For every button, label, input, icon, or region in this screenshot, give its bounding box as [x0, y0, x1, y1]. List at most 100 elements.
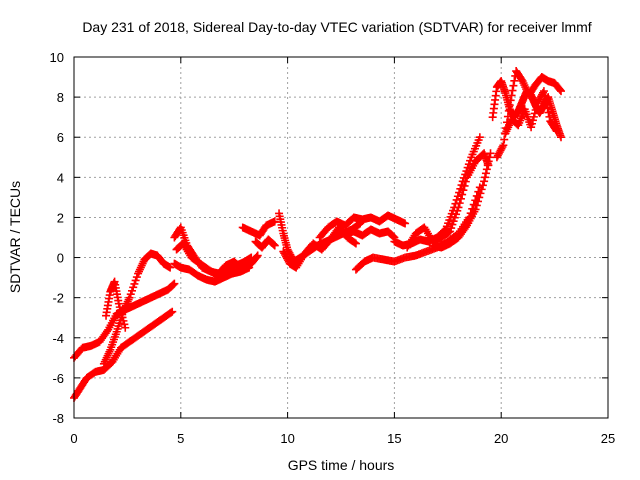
- data-point: [456, 194, 465, 203]
- data-point: [475, 193, 484, 202]
- series-track-16: [403, 149, 493, 252]
- data-point: [556, 85, 565, 94]
- y-tick-label: 2: [57, 210, 64, 225]
- data-point: [471, 205, 480, 214]
- data-point: [166, 263, 175, 272]
- x-tick-label: 20: [494, 431, 508, 446]
- data-point: [510, 76, 519, 85]
- x-tick-label: 10: [280, 431, 294, 446]
- data-point: [121, 323, 130, 332]
- series-track-15: [390, 133, 484, 250]
- data-point: [481, 173, 490, 182]
- data-point: [461, 223, 470, 232]
- data-point: [500, 135, 509, 144]
- data-point: [484, 157, 493, 166]
- data-point: [485, 153, 494, 162]
- data-point: [270, 241, 279, 250]
- data-point: [483, 161, 492, 170]
- data-point: [168, 281, 177, 290]
- data-point: [552, 127, 561, 136]
- y-tick-label: -6: [52, 371, 64, 386]
- data-point: [461, 177, 470, 186]
- data-point: [541, 95, 550, 104]
- x-tick-label: 15: [387, 431, 401, 446]
- data-points: [70, 67, 566, 402]
- series-track-19: [492, 67, 566, 162]
- data-point: [455, 199, 464, 208]
- series-track-11: [279, 223, 360, 272]
- data-point: [507, 91, 516, 100]
- data-point: [543, 104, 552, 113]
- grid-lines: [74, 57, 608, 418]
- data-point: [388, 231, 397, 240]
- data-point: [539, 87, 548, 96]
- y-tick-label: 10: [50, 50, 64, 65]
- series-track-17: [428, 149, 495, 252]
- data-point: [459, 186, 468, 195]
- data-point: [474, 197, 483, 206]
- x-axis-label: GPS time / hours: [288, 457, 395, 473]
- data-point: [498, 142, 507, 151]
- data-point: [460, 181, 469, 190]
- y-tick-label: -4: [52, 331, 64, 346]
- data-point: [350, 238, 359, 247]
- data-point: [102, 327, 111, 336]
- data-point: [389, 232, 398, 241]
- data-point: [480, 177, 489, 186]
- x-tick-label: 0: [70, 431, 77, 446]
- data-point: [477, 185, 486, 194]
- data-point: [481, 169, 490, 178]
- plot-frame: [73, 56, 609, 419]
- data-point: [508, 86, 517, 95]
- x-tick-label: 25: [601, 431, 615, 446]
- data-point: [268, 239, 277, 248]
- data-point: [557, 87, 566, 96]
- data-point: [168, 307, 177, 316]
- series-track-12: [315, 211, 410, 242]
- y-tick-label: 8: [57, 90, 64, 105]
- data-point: [167, 308, 176, 317]
- axis-ticks: 0 5 10 15 20 25 -8 -6 -4 -2 0 2 4 6 8 10: [50, 50, 616, 446]
- y-tick-label: 6: [57, 130, 64, 145]
- series-track-7: [172, 239, 262, 280]
- y-tick-label: 4: [57, 170, 64, 185]
- data-point: [504, 106, 513, 115]
- data-point: [540, 91, 549, 100]
- series-track-8: [238, 217, 279, 240]
- data-point: [170, 279, 179, 288]
- data-point: [499, 141, 508, 150]
- data-point: [454, 203, 463, 212]
- series-track-14: [351, 183, 484, 274]
- data-point: [169, 280, 178, 289]
- data-point: [475, 133, 484, 142]
- data-point: [505, 101, 514, 110]
- data-point: [545, 112, 554, 121]
- chart-title: Day 231 of 2018, Sidereal Day-to-day VTE…: [82, 19, 591, 35]
- y-axis-label: SDTVAR / TECUs: [7, 181, 23, 293]
- data-point: [476, 189, 485, 198]
- data-point: [542, 99, 551, 108]
- data-point: [444, 228, 453, 237]
- series-track-13: [341, 225, 399, 242]
- x-tick-label: 5: [177, 431, 184, 446]
- series-track-20: [501, 87, 561, 138]
- data-point: [506, 96, 515, 105]
- data-point: [253, 251, 262, 260]
- data-point: [544, 108, 553, 117]
- data-point: [482, 165, 491, 174]
- data-point: [551, 125, 560, 134]
- data-point: [486, 149, 495, 158]
- data-point: [252, 252, 261, 261]
- data-point: [401, 219, 410, 228]
- series-track-4: [102, 277, 130, 332]
- data-point: [478, 181, 487, 190]
- y-tick-label: -8: [52, 411, 64, 426]
- series-track-9: [251, 235, 279, 252]
- series-track-2: [70, 279, 179, 362]
- data-point: [458, 190, 467, 199]
- data-point: [509, 81, 518, 90]
- y-tick-label: 0: [57, 251, 64, 266]
- data-point: [269, 240, 278, 249]
- data-point: [472, 201, 481, 210]
